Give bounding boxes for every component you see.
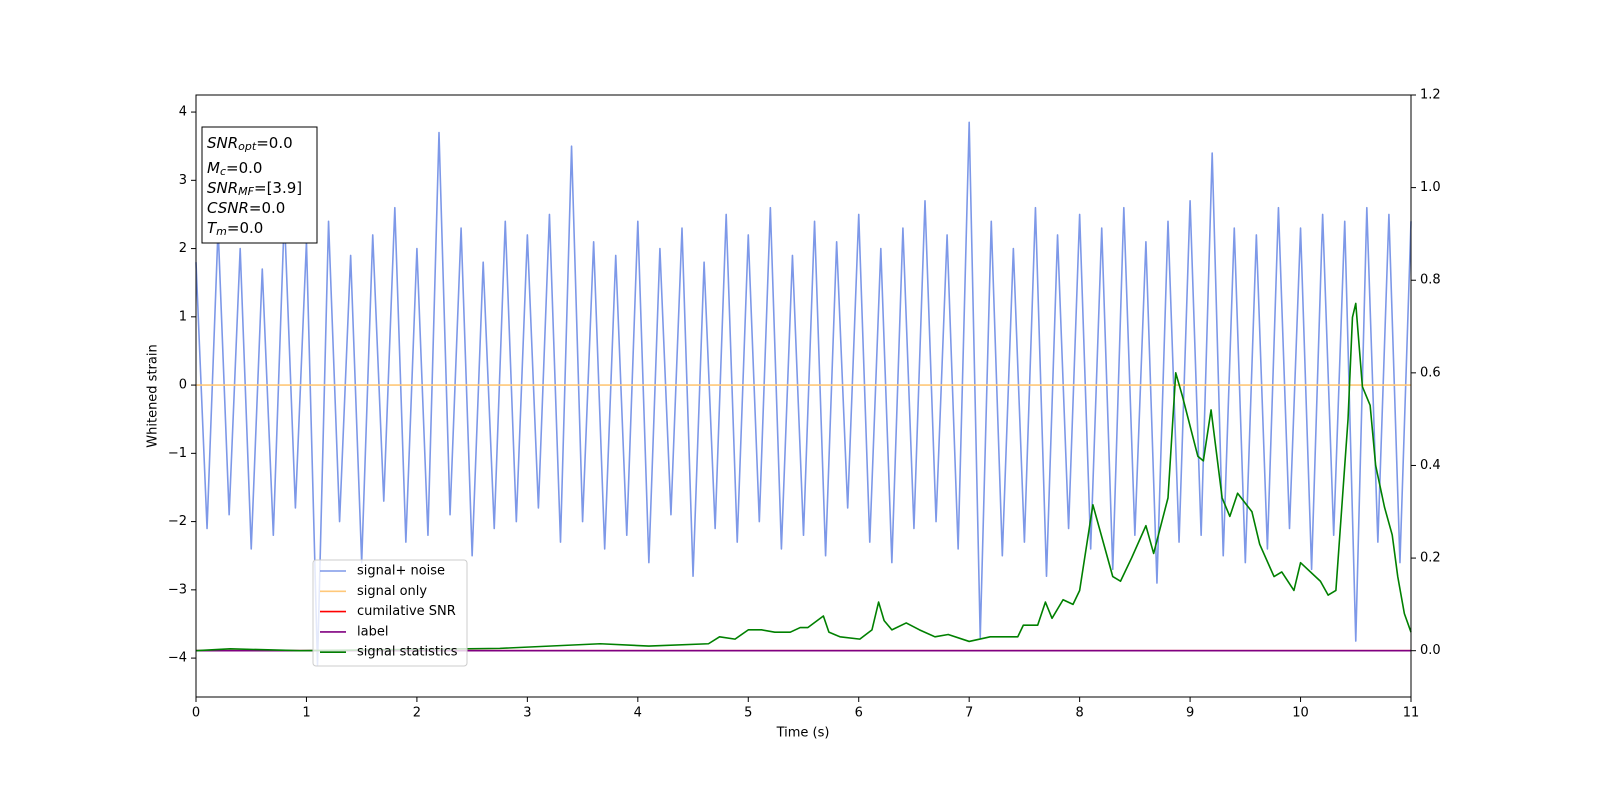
x-tick-label: 11 <box>1403 706 1420 721</box>
x-tick-label: 10 <box>1292 706 1309 721</box>
x-tick-label: 4 <box>634 706 642 721</box>
annotation-value: =0.0 <box>227 219 263 237</box>
annotation-line: Mc=0.0 <box>207 159 262 179</box>
x-tick-label: 6 <box>855 706 863 721</box>
legend-label: cumilative SNR <box>357 604 456 619</box>
annotation-line: SNRopt=0.0 <box>207 134 293 154</box>
annotation-line: Tm=0.0 <box>207 219 263 239</box>
annotation-value: =[3.9] <box>254 179 302 197</box>
annotation-box <box>201 126 318 244</box>
y-tick-label: 3 <box>179 173 187 188</box>
annotation-subscript: m <box>216 225 227 238</box>
annotation-value: =0.0 <box>256 134 292 152</box>
annotation: SNRopt=0.0Mc=0.0SNRMF=[3.9]CSNR=0.0Tm=0.… <box>201 126 318 244</box>
y2-tick-label: 0.0 <box>1420 643 1441 658</box>
annotation-line: SNRMF=[3.9] <box>207 179 302 199</box>
annotation-value: =0.0 <box>226 159 262 177</box>
series-line <box>195 121 1412 666</box>
y-tick-label: −2 <box>168 514 187 529</box>
y2-tick-label: 0.4 <box>1420 458 1441 473</box>
legend-label: signal+ noise <box>357 564 445 579</box>
x-tick-label: 2 <box>413 706 421 721</box>
y2-tick-label: 0.6 <box>1420 365 1441 380</box>
x-tick-label: 8 <box>1075 706 1083 721</box>
y-axis-label: Whitened strain <box>146 344 161 447</box>
y2-tick-label: 1.0 <box>1420 180 1441 195</box>
y2-tick-label: 0.8 <box>1420 273 1441 288</box>
annotation-subscript: MF <box>238 185 254 198</box>
annotation-symbol: CSNR <box>207 199 249 217</box>
x-tick-label: 1 <box>302 706 310 721</box>
plot-frame <box>195 94 1412 698</box>
legend-label: label <box>357 624 388 639</box>
annotation-subscript: c <box>220 165 226 178</box>
annotation-symbol: SNR <box>207 179 238 197</box>
legend: signal+ noise signal only cumilative SNR la… <box>312 559 468 667</box>
y-tick-label: 1 <box>179 309 187 324</box>
x-tick-label: 0 <box>192 706 200 721</box>
legend-label: signal only <box>357 584 427 599</box>
legend-box <box>312 559 468 667</box>
y-tick-label: −3 <box>168 582 187 597</box>
y-tick-label: −1 <box>168 446 187 461</box>
annotation-symbol: SNR <box>207 134 238 152</box>
annotation-value: =0.0 <box>249 199 285 217</box>
y-tick-label: −4 <box>168 651 187 666</box>
annotation-subscript: opt <box>238 140 257 153</box>
x-tick-label: 3 <box>523 706 531 721</box>
x-tick-label: 7 <box>965 706 973 721</box>
x-tick-label: 9 <box>1186 706 1194 721</box>
series-line <box>195 302 1412 652</box>
y-tick-label: 0 <box>179 378 187 393</box>
x-axis-label: Time (s) <box>776 726 830 741</box>
annotation-symbol: M <box>207 159 220 177</box>
y-tick-label: 4 <box>179 105 187 120</box>
y2-tick-label: 1.2 <box>1420 88 1441 103</box>
legend-label: signal statistics <box>357 645 458 660</box>
y2-tick-label: 0.2 <box>1420 551 1441 566</box>
x-tick-label: 5 <box>744 706 752 721</box>
y-tick-label: 2 <box>179 241 187 256</box>
annotation-line: CSNR=0.0 <box>207 199 285 217</box>
annotation-symbol: T <box>207 219 218 237</box>
